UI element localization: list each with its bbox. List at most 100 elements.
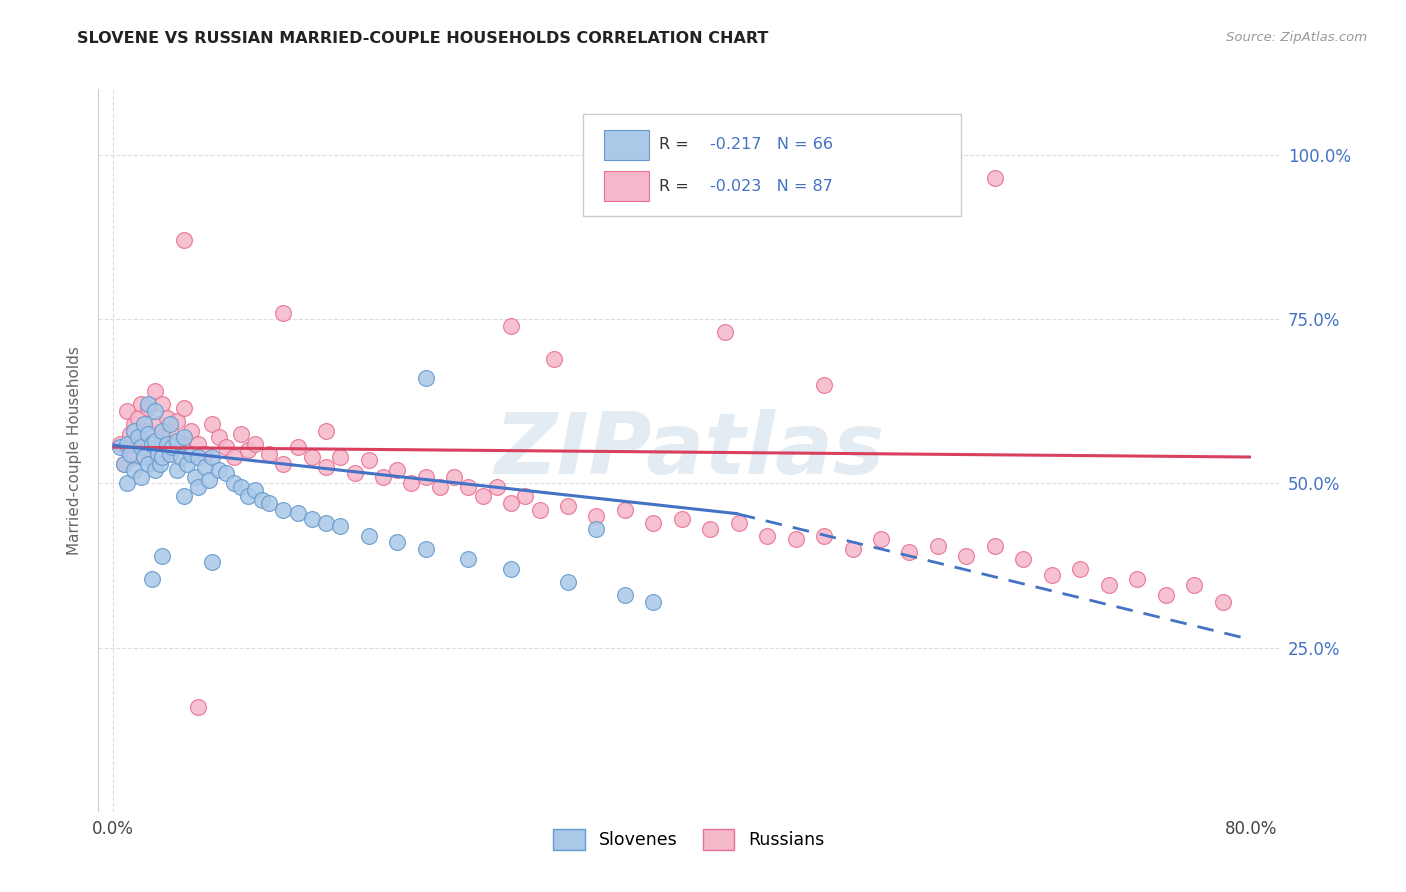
Point — [201, 555, 224, 569]
Point — [184, 469, 207, 483]
Point — [194, 459, 217, 474]
Point — [159, 424, 181, 438]
Point — [115, 437, 138, 451]
Point — [173, 490, 195, 504]
Point — [132, 450, 155, 464]
Point — [1012, 551, 1035, 566]
Point — [141, 437, 163, 451]
Point — [149, 457, 172, 471]
Point — [180, 447, 202, 461]
Point — [166, 414, 188, 428]
Point — [1098, 578, 1121, 592]
Point — [143, 434, 166, 448]
Point — [187, 450, 209, 464]
Point — [471, 490, 494, 504]
Point — [201, 450, 224, 464]
Point — [115, 404, 138, 418]
Point — [713, 325, 735, 339]
Point — [457, 551, 479, 566]
Point — [118, 447, 141, 461]
Point — [927, 539, 949, 553]
Point — [136, 457, 159, 471]
Point — [485, 480, 508, 494]
Point — [229, 427, 252, 442]
Point — [198, 473, 221, 487]
Text: -0.023   N = 87: -0.023 N = 87 — [710, 178, 834, 194]
Point — [132, 417, 155, 432]
Text: ZIPatlas: ZIPatlas — [494, 409, 884, 492]
Point — [315, 424, 337, 438]
Point — [371, 469, 394, 483]
Point — [112, 457, 135, 471]
Point — [129, 397, 152, 411]
Point — [243, 437, 266, 451]
Point — [301, 512, 323, 526]
Point — [841, 541, 863, 556]
Point — [108, 440, 131, 454]
Point — [557, 500, 579, 514]
Point — [152, 549, 174, 563]
Point — [152, 424, 174, 438]
Point — [141, 440, 163, 454]
Point — [187, 699, 209, 714]
Point — [1069, 562, 1091, 576]
Point — [122, 424, 145, 438]
Point — [122, 417, 145, 432]
Point — [132, 450, 155, 464]
Point — [315, 516, 337, 530]
FancyBboxPatch shape — [582, 114, 960, 216]
Text: SLOVENE VS RUSSIAN MARRIED-COUPLE HOUSEHOLDS CORRELATION CHART: SLOVENE VS RUSSIAN MARRIED-COUPLE HOUSEH… — [77, 31, 769, 46]
Point — [557, 574, 579, 589]
Point — [108, 437, 131, 451]
FancyBboxPatch shape — [605, 129, 648, 160]
Point — [257, 496, 280, 510]
Point — [208, 430, 231, 444]
Point — [112, 457, 135, 471]
Point — [152, 450, 174, 464]
Point — [152, 397, 174, 411]
Point — [143, 463, 166, 477]
Point — [152, 430, 174, 444]
Point — [159, 447, 181, 461]
Point — [343, 467, 366, 481]
Text: -0.217   N = 66: -0.217 N = 66 — [710, 137, 834, 153]
Point — [187, 480, 209, 494]
Point — [756, 529, 779, 543]
Point — [287, 440, 309, 454]
Point — [613, 588, 636, 602]
Point — [127, 410, 149, 425]
Y-axis label: Married-couple Households: Married-couple Households — [66, 346, 82, 555]
Point — [357, 453, 380, 467]
Point — [699, 522, 721, 536]
Point — [870, 532, 893, 546]
Point — [671, 512, 693, 526]
Point — [499, 562, 522, 576]
Point — [115, 440, 138, 454]
Text: R =: R = — [659, 137, 695, 153]
Point — [148, 447, 170, 461]
Point — [141, 572, 163, 586]
Point — [156, 410, 179, 425]
Point — [143, 384, 166, 399]
Point — [984, 170, 1007, 185]
FancyBboxPatch shape — [605, 171, 648, 202]
Point — [329, 450, 352, 464]
Point — [273, 457, 295, 471]
Point — [301, 450, 323, 464]
Point — [250, 492, 273, 507]
Point — [136, 427, 159, 442]
Point — [122, 450, 145, 464]
Point — [162, 440, 184, 454]
Point — [173, 401, 195, 415]
Point — [401, 476, 423, 491]
Point — [1040, 568, 1063, 582]
Legend: Slovenes, Russians: Slovenes, Russians — [547, 822, 831, 857]
Point — [387, 463, 409, 477]
Point — [208, 463, 231, 477]
Point — [176, 457, 198, 471]
Point — [136, 397, 159, 411]
Point — [236, 490, 259, 504]
Point — [813, 529, 835, 543]
Point — [129, 469, 152, 483]
Text: R =: R = — [659, 178, 695, 194]
